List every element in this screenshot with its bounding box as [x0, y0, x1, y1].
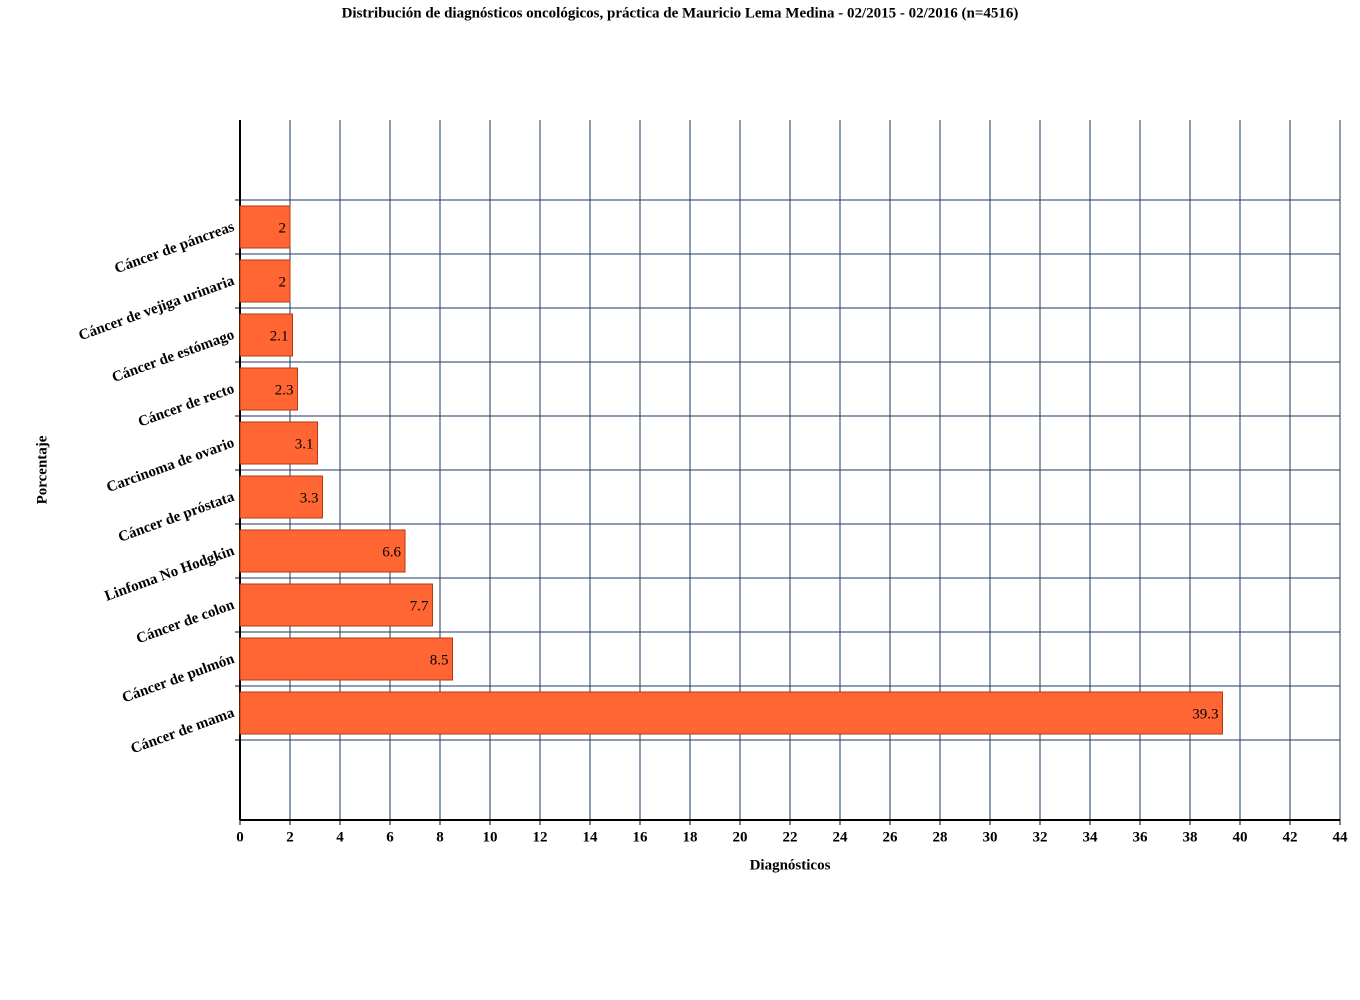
x-tick-label: 10 [483, 829, 498, 845]
y-tick-label: Cáncer de pulmón [120, 651, 237, 707]
x-tick-label: 18 [683, 829, 698, 845]
chart-title: Distribución de diagnósticos oncológicos… [342, 5, 1019, 21]
x-tick-label: 44 [1333, 829, 1349, 845]
bar [239, 691, 1223, 735]
x-tick-label: 16 [633, 829, 649, 845]
value-label: 7.7 [410, 598, 429, 614]
x-tick-label: 26 [883, 829, 899, 845]
y-tick-label: Cáncer de páncreas [113, 219, 237, 277]
y-tick-label: Linfoma No Hodgkin [103, 543, 238, 605]
y-tick-label: Carcinoma de ovario [104, 435, 236, 496]
y-tick-label: Cáncer de colon [134, 597, 237, 648]
y-tick-label: Cáncer de recto [136, 381, 236, 431]
bar [239, 205, 291, 249]
value-label: 2.1 [270, 328, 289, 344]
x-tick-label: 38 [1183, 829, 1198, 845]
x-tick-label: 14 [583, 829, 599, 845]
x-tick-label: 42 [1283, 829, 1298, 845]
bar [239, 637, 453, 681]
y-tick-label: Cáncer de mama [129, 705, 237, 757]
x-tick-label: 2 [286, 829, 294, 845]
value-label: 2 [279, 274, 287, 290]
value-label: 3.1 [295, 436, 314, 452]
bar [239, 367, 298, 411]
bar [239, 421, 318, 465]
x-tick-label: 12 [533, 829, 548, 845]
x-tick-label: 0 [236, 829, 244, 845]
bar [239, 583, 433, 627]
y-tick-label: Cáncer de próstata [116, 489, 237, 546]
x-tick-label: 40 [1233, 829, 1248, 845]
x-tick-label: 22 [783, 829, 798, 845]
value-label: 6.6 [382, 544, 401, 560]
x-tick-label: 36 [1133, 829, 1149, 845]
y-axis-label: Porcentaje [34, 435, 50, 504]
value-label: 39.3 [1192, 706, 1218, 722]
value-label: 8.5 [430, 652, 449, 668]
bar [239, 529, 406, 573]
value-label: 3.3 [300, 490, 319, 506]
x-tick-label: 8 [436, 829, 444, 845]
x-tick-label: 24 [833, 829, 849, 845]
x-tick-label: 34 [1083, 829, 1099, 845]
bar [239, 259, 291, 303]
x-tick-label: 28 [933, 829, 948, 845]
value-label: 2.3 [275, 382, 294, 398]
bar [239, 313, 293, 357]
y-tick-label: Cáncer de estómago [110, 327, 237, 386]
x-tick-label: 30 [983, 829, 998, 845]
x-axis-label: Diagnósticos [750, 857, 831, 873]
x-tick-label: 32 [1033, 829, 1048, 845]
bar [239, 475, 323, 519]
x-tick-label: 6 [386, 829, 394, 845]
x-tick-label: 4 [336, 829, 344, 845]
x-tick-label: 20 [733, 829, 748, 845]
value-label: 2 [279, 220, 287, 236]
